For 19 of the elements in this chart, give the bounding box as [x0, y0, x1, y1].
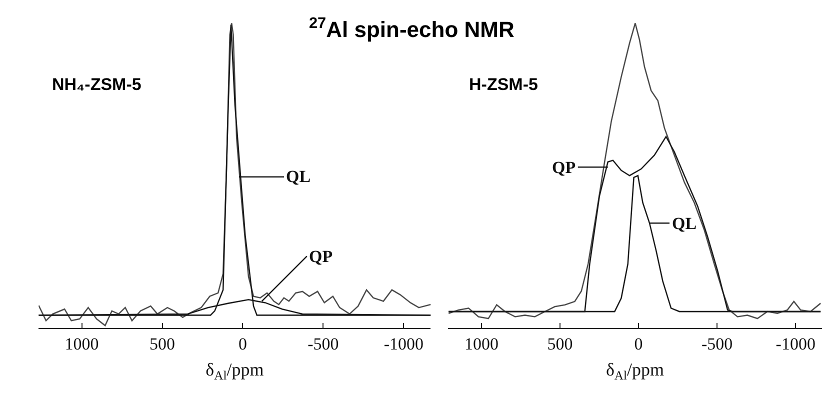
annotation: QP — [309, 247, 333, 266]
x-axis-title: δ$_{Al}$/ppm — [606, 360, 664, 382]
x-tick-label: 500 — [150, 334, 176, 354]
chart-title: $^{27}$Al spin-echo NMR — [309, 15, 514, 42]
annotation: QL — [286, 167, 311, 186]
annotation: QL — [672, 214, 697, 233]
x-tick-label: 1000 — [464, 334, 498, 354]
x-tick-label: 500 — [547, 334, 573, 354]
text: NH₄-ZSM-5 — [52, 75, 142, 94]
text: H-ZSM-5 — [469, 75, 538, 94]
x-tick-label: 0 — [634, 334, 643, 354]
x-axis-title: δ$_{Al}$/ppm — [206, 360, 264, 382]
x-tick-label: -500 — [308, 334, 339, 354]
annotation: QP — [552, 158, 576, 177]
x-tick-label: -1000 — [384, 334, 424, 354]
x-tick-label: -500 — [701, 334, 733, 354]
x-tick-label: 0 — [238, 334, 247, 354]
x-tick-label: -1000 — [776, 334, 816, 354]
x-tick-label: 1000 — [64, 334, 99, 354]
